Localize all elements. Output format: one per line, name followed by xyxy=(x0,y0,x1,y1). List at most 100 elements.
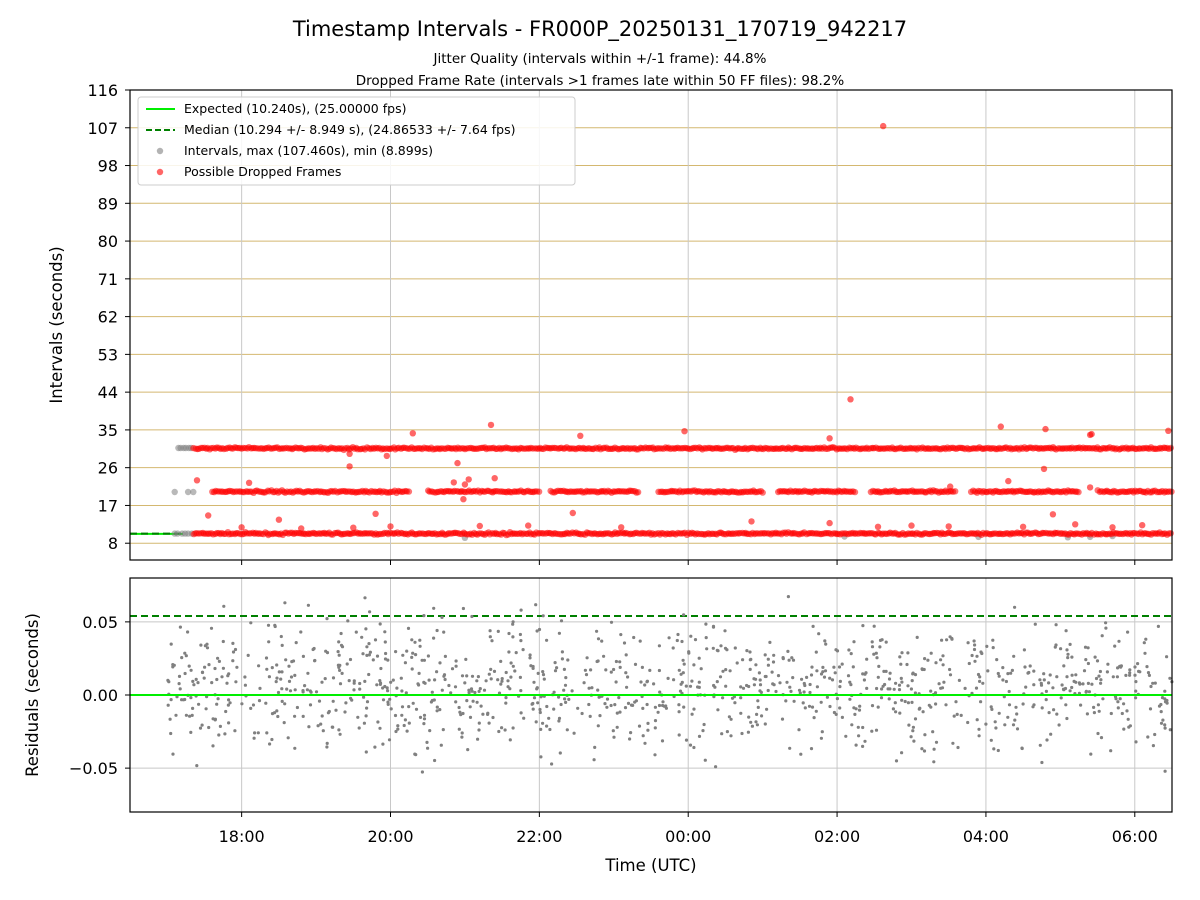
residual-point xyxy=(840,662,844,666)
residual-point xyxy=(1092,705,1096,710)
residual-point xyxy=(376,720,380,724)
residual-point xyxy=(191,706,195,711)
residual-point xyxy=(381,686,385,690)
residual-point xyxy=(513,669,517,673)
dropped-frame-point xyxy=(1088,430,1095,438)
residual-point xyxy=(364,750,368,754)
residual-point xyxy=(823,669,828,673)
residual-point xyxy=(863,739,867,743)
residual-point xyxy=(880,687,884,691)
residual-point xyxy=(477,689,481,694)
residual-point xyxy=(909,687,914,691)
residual-point xyxy=(220,675,224,679)
residual-point xyxy=(684,684,688,688)
residual-point xyxy=(1044,689,1048,694)
dropped-frame-point xyxy=(851,488,859,496)
residual-point xyxy=(530,702,534,706)
residual-point xyxy=(403,718,407,722)
residual-point xyxy=(600,639,604,643)
y-tick-label-17: 17 xyxy=(98,496,118,515)
residual-point xyxy=(553,669,558,673)
residual-point xyxy=(752,677,756,681)
residual-point xyxy=(1093,655,1097,659)
residual-point xyxy=(438,708,442,712)
residual-point xyxy=(596,688,600,692)
dropped-frame-point xyxy=(387,523,394,530)
x-tick-label-00:00: 00:00 xyxy=(665,827,711,846)
residual-point xyxy=(798,691,802,695)
residual-point xyxy=(477,721,481,725)
dropped-frame-point xyxy=(1075,488,1082,496)
residual-point xyxy=(1045,738,1049,742)
residual-point xyxy=(711,625,716,629)
residual-point xyxy=(715,680,719,684)
residual-point xyxy=(203,665,207,669)
residual-point xyxy=(815,669,819,673)
residual-point xyxy=(1001,666,1005,670)
residual-point xyxy=(243,675,247,679)
residual-point xyxy=(814,709,818,713)
dropped-frame-point xyxy=(847,396,854,403)
residual-point xyxy=(848,697,852,701)
residual-point xyxy=(870,704,875,708)
residual-point xyxy=(457,727,461,731)
residual-point xyxy=(1163,689,1167,693)
residual-point xyxy=(747,715,751,719)
residual-point xyxy=(209,626,214,630)
residual-point xyxy=(246,653,250,658)
residual-point xyxy=(435,705,439,709)
interval-point xyxy=(174,530,181,537)
residual-point xyxy=(476,737,480,741)
residual-point xyxy=(1021,702,1025,706)
y-tick-label-116: 116 xyxy=(87,81,118,100)
residual-point xyxy=(1038,743,1042,747)
residual-point xyxy=(711,646,715,650)
residual-point xyxy=(851,665,855,669)
residual-point xyxy=(418,644,422,648)
residual-point xyxy=(542,677,546,681)
residual-point xyxy=(923,733,927,737)
residual-point xyxy=(1153,681,1157,685)
residual-point xyxy=(189,668,193,672)
residual-point xyxy=(475,700,479,704)
residual-point xyxy=(870,645,875,649)
residual-point xyxy=(858,704,862,708)
residual-point xyxy=(519,689,523,693)
residual-point xyxy=(979,700,983,704)
residual-point xyxy=(861,672,865,676)
residual-point xyxy=(810,665,814,669)
residual-point xyxy=(755,723,760,727)
residual-point xyxy=(539,755,543,759)
residual-point xyxy=(210,681,214,685)
dropped-frame-point xyxy=(880,122,887,130)
residual-point xyxy=(1031,705,1035,709)
residual-point xyxy=(760,714,764,718)
residual-point xyxy=(553,661,557,665)
residual-point xyxy=(872,652,876,656)
residual-point xyxy=(887,697,891,701)
residual-point xyxy=(337,728,341,732)
dropped-frame-point xyxy=(525,522,532,529)
residual-point xyxy=(557,631,562,635)
residual-point xyxy=(288,689,293,693)
residual-point xyxy=(413,640,417,644)
residual-point xyxy=(735,661,739,665)
residual-point xyxy=(258,686,262,691)
residual-point xyxy=(614,659,619,664)
residual-point xyxy=(911,729,915,733)
residual-point xyxy=(538,707,542,712)
residual-point xyxy=(677,710,681,714)
bottom-y-axis-label: Residuals (seconds) xyxy=(23,613,42,777)
residual-point xyxy=(268,742,272,746)
dropped-frame-point xyxy=(372,510,379,517)
residual-y-tick-label: −0.05 xyxy=(69,759,118,778)
dropped-frame-point xyxy=(826,519,833,527)
residual-point xyxy=(870,729,874,733)
residual-point xyxy=(623,706,628,710)
residual-point xyxy=(791,676,795,680)
residual-point xyxy=(699,667,703,671)
residual-point xyxy=(1047,711,1051,715)
residual-point xyxy=(661,700,665,704)
residual-point xyxy=(1085,712,1089,716)
bottom-x-ticks: 18:00 20:00 22:00 00:00 02:00 04:00 06:00 xyxy=(219,812,1158,846)
